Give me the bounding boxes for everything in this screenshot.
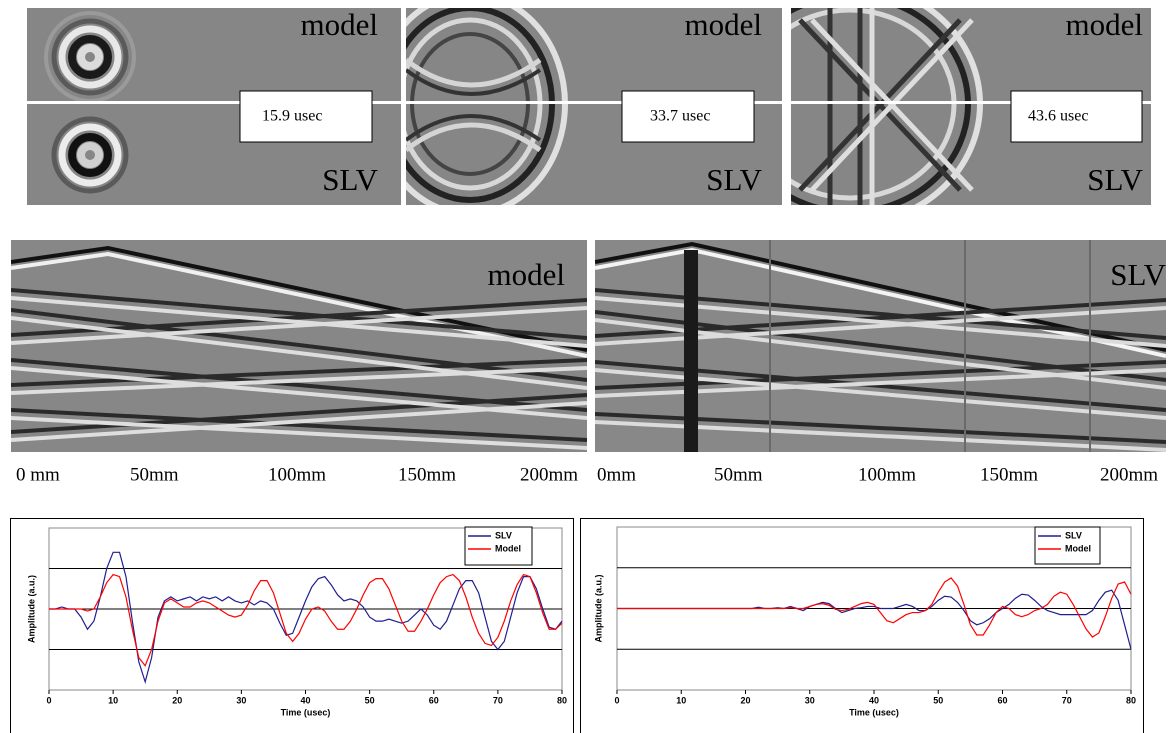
x-tick-label: 60 [429,695,439,705]
y-axis-label: Amplitude (a.u.) [26,575,36,643]
scale-label: 100mm [858,464,916,485]
time-label: 43.6 usec [1028,108,1088,125]
x-tick-label: 30 [805,695,815,705]
scale-label: 50mm [714,464,763,485]
x-axis-label: Time (usec) [281,707,331,717]
scale-label: 50mm [130,464,179,485]
x-tick-label: 40 [869,695,879,705]
x-tick-label: 0 [46,695,51,705]
scale-label: 150mm [398,464,456,485]
x-axis-label: Time (usec) [849,707,899,717]
panel-label: model [685,7,763,42]
x-tick-label: 10 [108,695,118,705]
scale-label: 0mm [597,464,636,485]
panel-label: SLV [1110,257,1166,292]
x-tick-label: 80 [1126,695,1136,705]
x-tick-label: 40 [300,695,310,705]
x-tick-label: 50 [933,695,943,705]
scale-label: 200mm [520,464,578,485]
y-axis-label: Amplitude (a.u.) [593,575,603,643]
x-tick-label: 0 [614,695,619,705]
legend-label: SLV [495,530,512,540]
panel-label: model [1066,7,1144,42]
x-tick-label: 30 [236,695,246,705]
x-tick-label: 20 [172,695,182,705]
x-tick-label: 20 [740,695,750,705]
x-tick-label: 50 [365,695,375,705]
time-label: 15.9 usec [262,108,322,125]
x-tick-label: 70 [1062,695,1072,705]
legend-label: Model [1065,543,1091,553]
panel-label: model [301,7,379,42]
x-tick-label: 10 [676,695,686,705]
legend-label: Model [495,543,521,553]
x-tick-label: 70 [493,695,503,705]
legend-label: SLV [1065,530,1082,540]
time-label: 33.7 usec [650,108,710,125]
bscan-image [595,240,1166,452]
x-tick-label: 80 [557,695,567,705]
panel-label: model [488,257,566,292]
scale-label: 150mm [980,464,1038,485]
scale-label: 100mm [268,464,326,485]
figure: 15.9 usec 33.7 usec 43.6 usec model SLV … [0,0,1169,733]
panel-label: SLV [322,162,378,197]
scale-label: 200mm [1100,464,1158,485]
panel-label: SLV [1087,162,1143,197]
scale-label: 0 mm [16,464,60,485]
separator [27,101,1151,104]
panel-label: SLV [706,162,762,197]
x-tick-label: 60 [997,695,1007,705]
